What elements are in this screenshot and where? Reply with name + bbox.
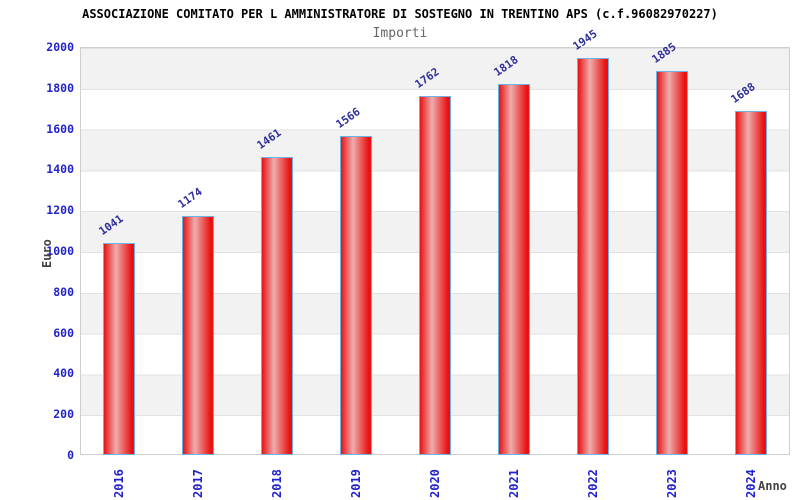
x-tick-label: 2021: [506, 469, 521, 498]
x-tick-label: 2016: [112, 469, 127, 498]
chart-subtitle: Importi: [372, 26, 428, 41]
y-tick-label: 2000: [46, 40, 74, 54]
bar-2024: [734, 110, 767, 455]
y-tick-label: 0: [67, 448, 74, 462]
y-tick-label: 800: [53, 284, 74, 299]
x-tick-label: 2023: [664, 469, 679, 498]
y-tick-label: 200: [53, 407, 74, 422]
x-tick-label: 2019: [349, 469, 364, 498]
bar-2018: [261, 157, 294, 455]
bar-2023: [655, 70, 688, 455]
y-tick-label: 600: [53, 325, 74, 340]
x-tick-label: 2024: [743, 469, 758, 498]
y-tick-label: 1200: [46, 203, 74, 218]
y-tick-label: 400: [53, 366, 74, 381]
x-tick-label: 2022: [585, 469, 600, 498]
y-tick-label: 1000: [46, 244, 74, 258]
bar-2022: [576, 58, 609, 455]
bar-2019: [340, 135, 373, 455]
chart-title: ASSOCIAZIONE COMITATO PER L AMMINISTRATO…: [82, 7, 718, 21]
y-tick-label: 1800: [46, 80, 74, 95]
bar-2020: [419, 95, 451, 455]
y-tick-label: 1600: [46, 121, 74, 136]
bar-2021: [497, 84, 530, 455]
bar-2016: [103, 242, 136, 455]
x-tick-label: 2018: [270, 469, 285, 498]
x-tick-label: 2020: [428, 469, 442, 498]
bar-2017: [182, 215, 215, 455]
y-axis-title: Euro: [40, 239, 54, 268]
x-tick-label: 2017: [191, 469, 206, 498]
y-tick-label: 1400: [46, 162, 74, 177]
x-axis-title: Anno: [758, 479, 787, 493]
